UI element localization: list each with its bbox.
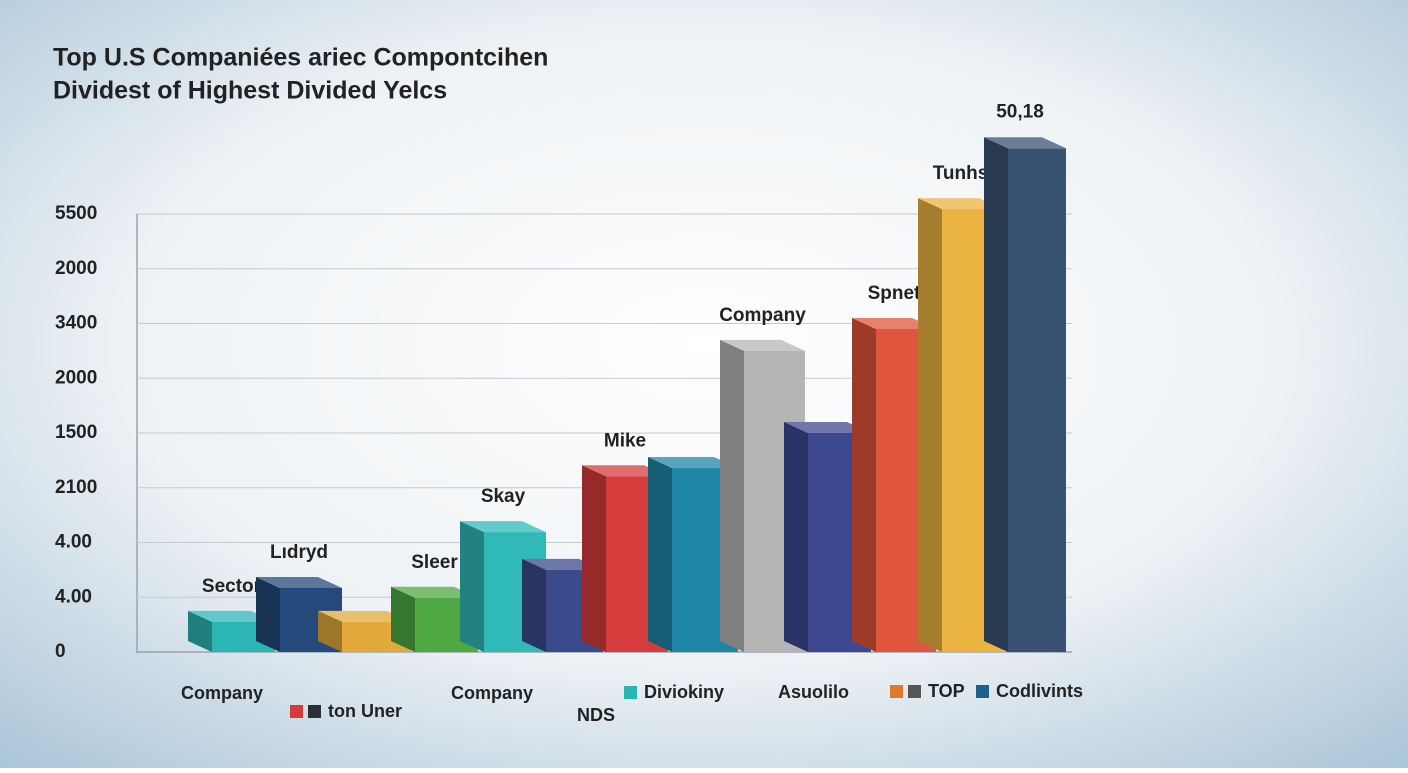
y-tick-label: 4.00 bbox=[55, 532, 92, 553]
bar-side bbox=[391, 586, 415, 652]
bar-top bbox=[582, 465, 668, 477]
bar bbox=[1008, 148, 1066, 653]
legend-swatch bbox=[976, 685, 989, 698]
bar-top bbox=[256, 576, 342, 588]
bar-label: Tunhs bbox=[933, 163, 989, 184]
bar-top bbox=[648, 457, 738, 469]
legend-label: TOP bbox=[928, 681, 965, 701]
bar-side bbox=[852, 317, 876, 652]
bar-top bbox=[188, 610, 275, 622]
y-tick-label: 2100 bbox=[55, 477, 97, 498]
bar-label: Skay bbox=[481, 486, 526, 507]
legend-label: Asuolilo bbox=[778, 682, 849, 702]
legend-label: Company bbox=[451, 683, 533, 703]
bar-side bbox=[582, 465, 606, 652]
bar-top bbox=[391, 586, 478, 598]
bar-top bbox=[720, 339, 805, 351]
legend-label: NDS bbox=[577, 705, 615, 725]
bar-label: Spnet bbox=[868, 283, 921, 304]
bar-side bbox=[188, 610, 212, 652]
bar-side bbox=[318, 610, 342, 652]
bar-side bbox=[784, 422, 808, 652]
y-tick-label: 4.00 bbox=[55, 586, 92, 607]
bar-label: Sector bbox=[202, 576, 262, 597]
bar-label: Mike bbox=[604, 430, 646, 451]
legend-label: ton Uner bbox=[328, 701, 402, 721]
legend-label: Company bbox=[181, 683, 263, 703]
bar-label: Company bbox=[719, 305, 806, 326]
bar-top bbox=[318, 610, 411, 622]
legend-swatch bbox=[890, 685, 903, 698]
bar-side bbox=[522, 558, 546, 652]
chart-title: Dividest of Highest Divided Yelcs bbox=[53, 77, 447, 105]
bar-top bbox=[784, 422, 871, 433]
y-tick-label: 0 bbox=[55, 641, 66, 662]
legend-swatch bbox=[908, 685, 921, 698]
y-tick-label: 5500 bbox=[55, 203, 97, 224]
legend-swatch bbox=[290, 705, 303, 718]
bar-top bbox=[984, 137, 1066, 149]
y-tick-label: 2000 bbox=[55, 367, 97, 388]
bar-side bbox=[256, 576, 280, 652]
chart-title: Top U.S Companiées ariec Compontcihen bbox=[53, 44, 548, 72]
bar-top bbox=[918, 198, 1003, 210]
bar-top bbox=[852, 317, 936, 329]
bar-label: Sleer bbox=[411, 552, 458, 573]
bar-side bbox=[460, 521, 484, 652]
bar-side bbox=[720, 339, 744, 652]
bar-side bbox=[984, 137, 1008, 653]
legend-swatch bbox=[624, 686, 637, 699]
bar-side bbox=[918, 198, 942, 652]
y-tick-label: 1500 bbox=[55, 422, 97, 443]
legend-swatch bbox=[308, 705, 321, 718]
legend-label: Codlivints bbox=[996, 681, 1083, 701]
bar-label: Lıdryd bbox=[270, 542, 328, 563]
bar-side bbox=[648, 457, 672, 652]
bar-top bbox=[460, 521, 546, 533]
annotation: 50,18 bbox=[996, 101, 1044, 122]
y-tick-label: 3400 bbox=[55, 313, 97, 334]
y-tick-label: 2000 bbox=[55, 258, 97, 279]
legend-label: Diviokiny bbox=[644, 682, 724, 702]
